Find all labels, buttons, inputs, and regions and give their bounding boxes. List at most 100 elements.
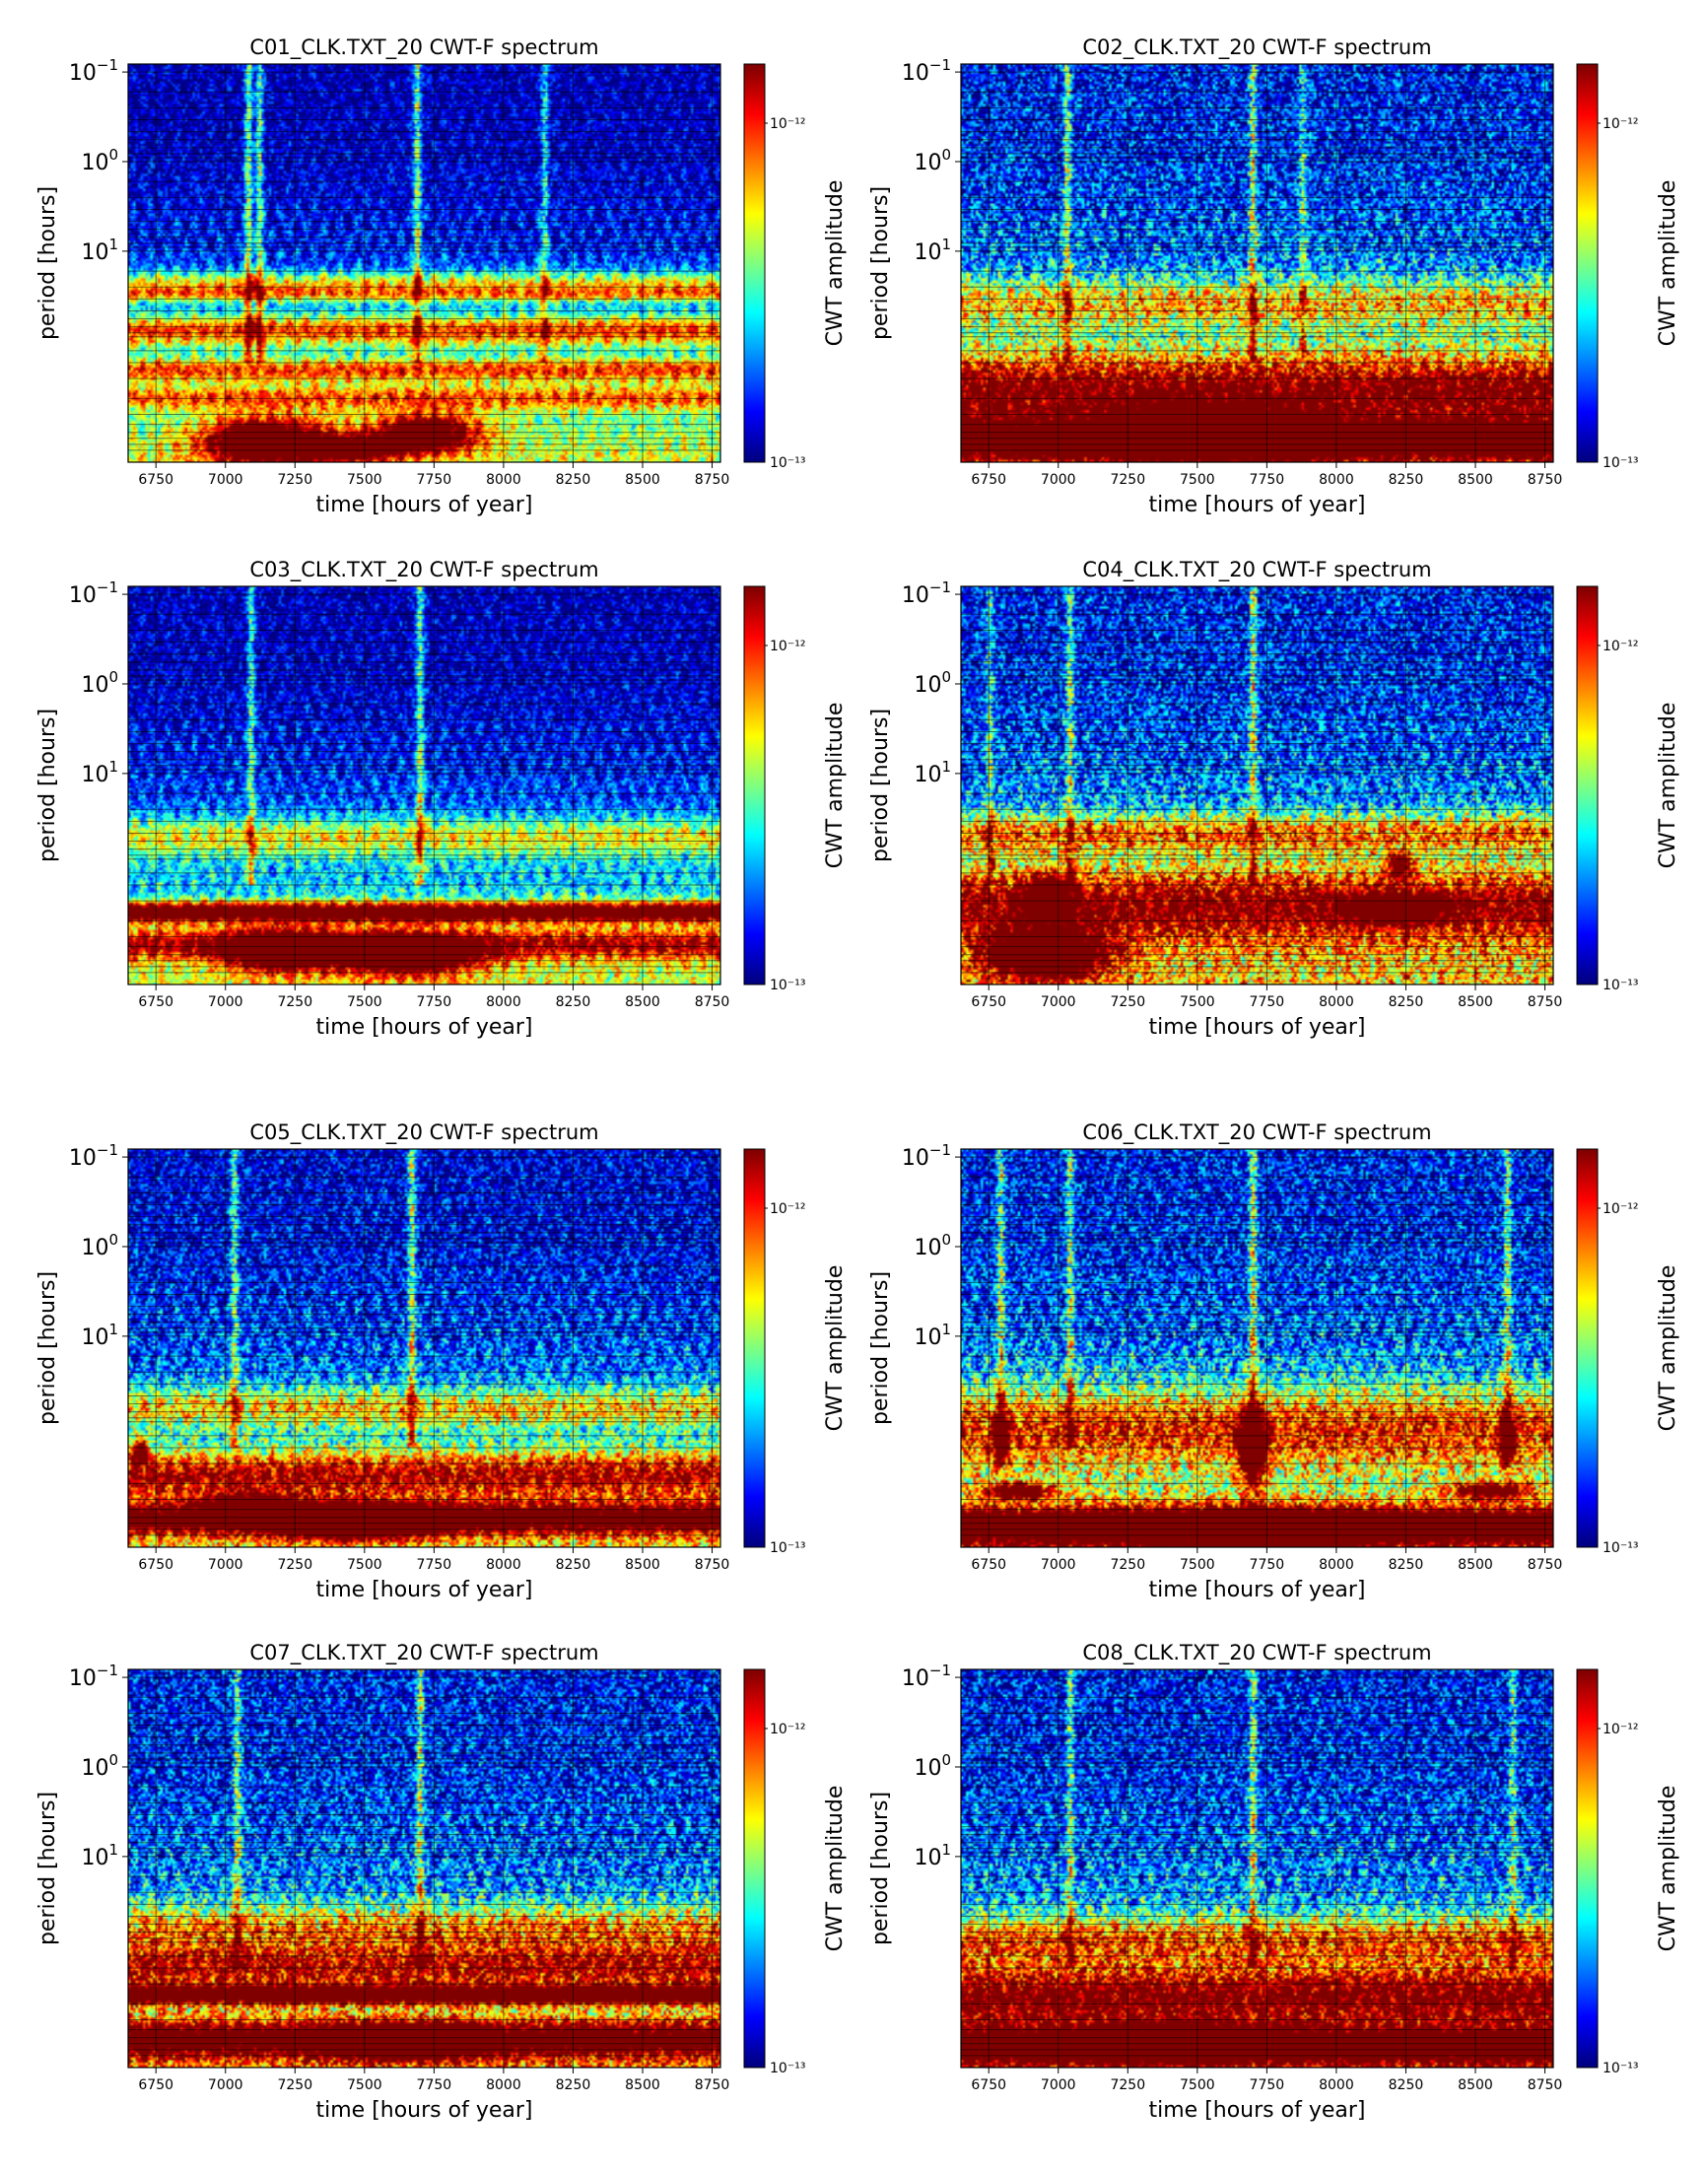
x-tick-label: 8500 [625,1557,660,1573]
x-tick-label: 8250 [1389,472,1424,488]
colorbar-label: CWT amplitude [1656,180,1680,347]
x-axis-label: time [hours of year] [316,1015,533,1040]
x-tick-label: 8500 [625,472,660,488]
y-axis-label: period [hours] [868,186,893,340]
colorbar-frame [1576,1148,1599,1548]
x-tick-label: 7250 [1110,1557,1145,1573]
x-axis-label: time [hours of year] [1149,2098,1366,2123]
x-tick-label: 7250 [1110,994,1145,1010]
colorbar [744,586,765,984]
panel-8: C08_CLK.TXT_20 CWT-F spectrum 6750 7000 725… [868,1641,1680,2123]
colorbar-label: CWT amplitude [823,180,848,347]
x-tick-label: 7750 [1250,2077,1285,2093]
x-axis-label: time [hours of year] [1149,1578,1366,1602]
x-tick-label: 7250 [277,994,312,1010]
chart-title: C05_CLK.TXT_20 CWT-F spectrum [249,1120,598,1145]
x-tick-label: 6750 [971,1557,1006,1573]
plot-frame [960,1148,1554,1548]
x-tick-label: 7750 [1250,994,1285,1010]
x-tick-label: 8500 [1458,2077,1493,2093]
x-axis-label: time [hours of year] [316,493,533,517]
colorbar-frame [743,63,766,463]
x-tick-label: 7750 [1250,1557,1285,1573]
colorbar [1577,64,1598,462]
chart-title: C01_CLK.TXT_20 CWT-F spectrum [249,35,598,60]
colorbar-label: CWT amplitude [1656,703,1680,869]
y-tick-label: 10−1 [902,578,951,608]
plot-frame [127,63,721,463]
colorbar-frame [743,585,766,985]
x-tick-label: 8000 [1319,994,1354,1010]
x-tick-label: 8000 [1319,472,1354,488]
y-axis-label: period [hours] [35,1792,60,1945]
x-tick-label: 6750 [138,994,173,1010]
x-tick-label: 8000 [486,994,521,1010]
x-tick-label: 7250 [277,1557,312,1573]
x-tick-label: 8250 [556,994,591,1010]
x-axis-label: time [hours of year] [316,1578,533,1602]
x-tick-label: 6750 [138,472,173,488]
y-tick-label: 101 [914,1841,951,1870]
colorbar [744,1149,765,1547]
colorbar-tick-bottom: 10⁻¹³ [770,1540,805,1556]
y-tick-label: 101 [914,758,951,787]
x-tick-label: 6750 [971,472,1006,488]
x-tick-label: 7000 [208,472,243,488]
chart-title: C08_CLK.TXT_20 CWT-F spectrum [1082,1641,1431,1665]
panel-7: C07_CLK.TXT_20 CWT-F spectrum 6750 7000 725… [35,1641,848,2123]
x-tick-label: 7500 [347,2077,382,2093]
heatmap-image [128,64,720,462]
colorbar-tick-top: 10⁻¹² [1603,639,1638,654]
y-axis-label: period [hours] [868,1271,893,1425]
y-tick-label: 100 [81,146,118,175]
colorbar-tick-bottom: 10⁻¹³ [1603,455,1638,471]
y-tick-label: 100 [914,1231,951,1260]
x-tick-label: 7500 [347,1557,382,1573]
y-axis-label: period [hours] [35,1271,60,1425]
heatmap-image [128,1149,720,1547]
x-tick-label: 8250 [556,2077,591,2093]
x-axis-label: time [hours of year] [1149,1015,1366,1040]
chart-title: C04_CLK.TXT_20 CWT-F spectrum [1082,558,1431,582]
x-tick-label: 8000 [1319,1557,1354,1573]
plot-frame [127,1668,721,2069]
x-tick-label: 7000 [208,2077,243,2093]
colorbar-label: CWT amplitude [823,703,848,869]
plot-frame [960,63,1554,463]
plot-frame [960,1668,1554,2069]
y-tick-label: 10−1 [69,578,118,608]
x-tick-label: 7000 [1041,472,1076,488]
x-tick-label: 8000 [486,1557,521,1573]
panel-4: C04_CLK.TXT_20 CWT-F spectrum 6750 7000 725… [868,558,1680,1040]
panel-5: C05_CLK.TXT_20 CWT-F spectrum 6750 7000 725… [35,1120,848,1602]
x-tick-label: 8500 [1458,1557,1493,1573]
colorbar-tick-bottom: 10⁻¹³ [1603,2061,1638,2076]
y-tick-label: 101 [81,1841,118,1870]
colorbar [1577,1149,1598,1547]
colorbar-label: CWT amplitude [823,1265,848,1432]
x-tick-label: 7250 [1110,472,1145,488]
x-tick-label: 8000 [486,2077,521,2093]
colorbar [1577,586,1598,984]
y-tick-label: 10−1 [902,1662,951,1691]
x-tick-label: 7000 [208,994,243,1010]
x-tick-label: 7000 [208,1557,243,1573]
colorbar-frame [743,1668,766,2069]
x-tick-label: 7500 [1180,2077,1215,2093]
x-tick-label: 8250 [556,472,591,488]
colorbar-tick-top: 10⁻¹² [1603,116,1638,132]
colorbar-label: CWT amplitude [1656,1265,1680,1432]
y-tick-label: 10−1 [902,56,951,86]
y-tick-label: 10−1 [69,1141,118,1171]
y-tick-label: 10−1 [69,56,118,86]
y-tick-label: 101 [914,236,951,265]
x-tick-label: 8500 [625,2077,660,2093]
panel-3: C03_CLK.TXT_20 CWT-F spectrum 6750 7000 725… [35,558,848,1040]
x-tick-label: 7000 [1041,994,1076,1010]
colorbar-label: CWT amplitude [823,1786,848,1952]
colorbar-tick-top: 10⁻¹² [770,639,805,654]
heatmap-image [961,1669,1553,2068]
x-tick-label: 6750 [138,1557,173,1573]
x-tick-label: 6750 [138,2077,173,2093]
